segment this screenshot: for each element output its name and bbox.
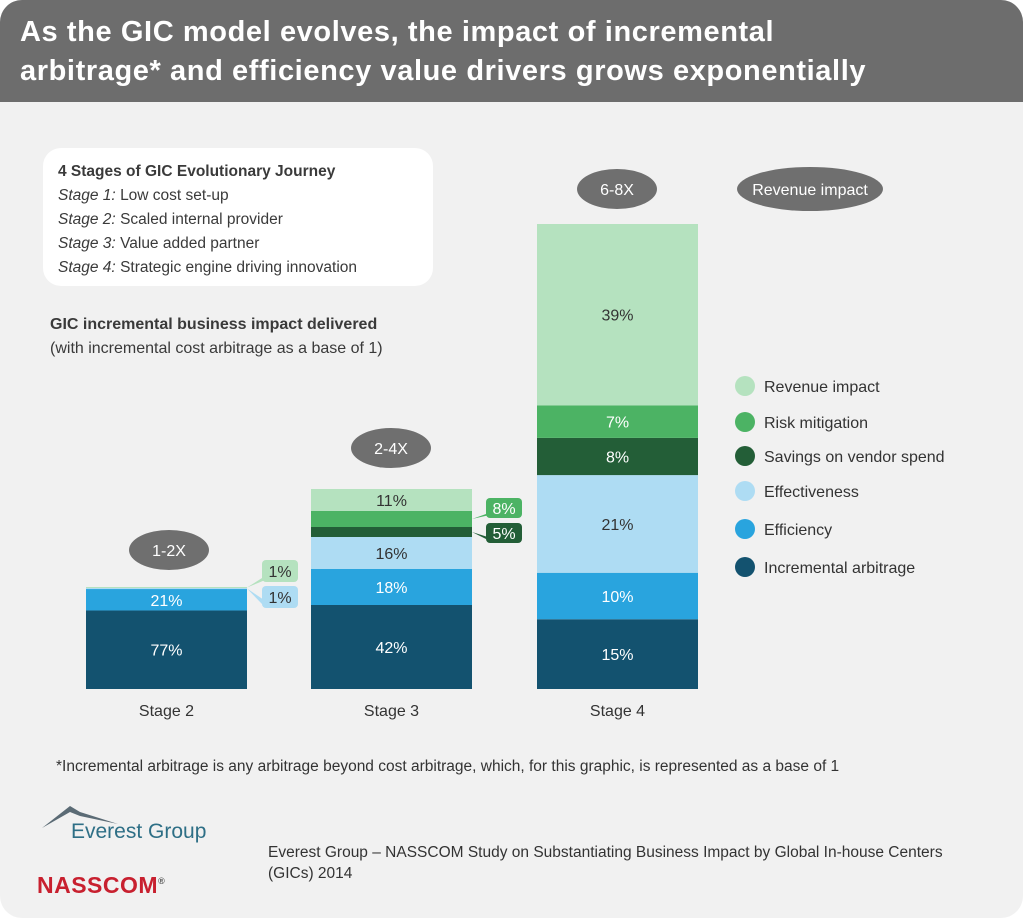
stage-item-4-label: Stage 4: — [58, 259, 116, 276]
callout-box-1 — [262, 586, 298, 608]
legend-label-3: Effectiveness — [764, 484, 859, 501]
stages-box-title: 4 Stages of GIC Evolutionary Journey — [58, 163, 336, 180]
everest-mountain-icon — [42, 806, 118, 828]
callout-pointer-3 — [472, 532, 494, 539]
legend-label-0: Revenue impact — [764, 379, 880, 396]
title-line-2: arbitrage* and efficiency value drivers … — [20, 55, 867, 87]
multiplier-label-2: 6-8X — [600, 182, 634, 199]
bar-segment-2-0 — [537, 619, 698, 689]
bar-label-2-2: 21% — [601, 517, 633, 534]
stage-item-4-text: Strategic engine driving innovation — [120, 259, 358, 276]
bar-segment-1-1 — [311, 569, 472, 605]
legend-label-5: Incremental arbitrage — [764, 560, 915, 577]
callout-label-1: 1% — [268, 590, 291, 607]
callout-pointer-1 — [247, 588, 270, 604]
chart-subtitle: GIC incremental business impact delivere… — [50, 316, 378, 333]
category-label-1: Stage 3 — [364, 703, 419, 720]
stage-item-1-label: Stage 1: — [58, 187, 116, 204]
bar-segment-1-2 — [311, 537, 472, 569]
bar-label-0-0: 77% — [150, 643, 182, 660]
bar-label-1-2: 16% — [375, 546, 407, 563]
bar-label-2-5: 39% — [601, 308, 633, 325]
bar-segment-1-3 — [311, 527, 472, 537]
multiplier-oval-0 — [129, 530, 209, 570]
stage-item-3: Stage 3: Value added partner — [58, 235, 259, 253]
stage-item-2: Stage 2: Scaled internal provider — [58, 211, 283, 229]
callout-label-3: 5% — [492, 526, 515, 543]
callout-box-3 — [486, 523, 522, 543]
bar-label-2-1: 10% — [601, 589, 633, 606]
bar-segment-0-2 — [86, 588, 247, 590]
title-bar: As the GIC model evolves, the impact of … — [0, 0, 1023, 102]
everest-group-logo: Everest Group — [71, 820, 207, 843]
bar-label-2-4: 7% — [606, 415, 629, 432]
multiplier-oval-2 — [577, 169, 657, 209]
title-line-1: As the GIC model evolves, the impact of … — [20, 16, 775, 48]
legend-swatch-4 — [735, 519, 755, 539]
revenue-impact-oval — [737, 167, 883, 211]
multiplier-oval-1 — [351, 428, 431, 468]
multiplier-label-1: 2-4X — [374, 441, 408, 458]
bar-label-1-1: 18% — [375, 580, 407, 597]
stage-item-3-label: Stage 3: — [58, 235, 116, 252]
callout-label-2: 8% — [492, 501, 515, 518]
stage-item-1: Stage 1: Low cost set-up — [58, 187, 229, 205]
bar-label-2-3: 8% — [606, 450, 629, 467]
bar-segment-0-0 — [86, 610, 247, 689]
bar-segment-1-4 — [311, 511, 472, 527]
registered-mark: ® — [158, 876, 166, 886]
stage-item-1-text: Low cost set-up — [120, 187, 229, 204]
callout-box-0 — [262, 560, 298, 582]
stage-item-3-text: Value added partner — [120, 235, 260, 252]
stage-item-2-label: Stage 2: — [58, 211, 116, 228]
source-citation: Everest Group – NASSCOM Study on Substan… — [268, 844, 943, 882]
legend-swatch-2 — [735, 446, 755, 466]
bar-segment-1-0 — [311, 605, 472, 689]
bar-segment-0-5 — [86, 587, 247, 589]
legend-label-2: Savings on vendor spend — [764, 449, 945, 466]
bar-segment-2-4 — [537, 405, 698, 438]
chart-subtitle-note: (with incremental cost arbitrage as a ba… — [50, 340, 383, 357]
bar-segment-2-2 — [537, 475, 698, 573]
legend-label-1: Risk mitigation — [764, 415, 868, 432]
legend-swatch-1 — [735, 412, 755, 432]
bar-label-2-0: 15% — [601, 647, 633, 664]
nasscom-logo: NASSCOM® — [37, 872, 165, 899]
callout-pointer-0 — [247, 578, 270, 588]
revenue-impact-annotation: Revenue impact — [752, 182, 868, 199]
multiplier-label-0: 1-2X — [152, 543, 186, 560]
nasscom-logo-text: NASSCOM — [37, 872, 159, 898]
bar-segment-0-1 — [86, 589, 247, 611]
legend-swatch-5 — [735, 557, 755, 577]
category-label-2: Stage 4 — [590, 703, 645, 720]
callout-box-2 — [486, 498, 522, 518]
legend-swatch-3 — [735, 481, 755, 501]
category-label-0: Stage 2 — [139, 703, 194, 720]
footnote: *Incremental arbitrage is any arbitrage … — [56, 758, 840, 775]
bar-label-1-5: 11% — [376, 493, 407, 510]
bar-segment-2-1 — [537, 572, 698, 620]
bar-label-0-1: 21% — [150, 593, 182, 610]
stages-box: 4 Stages of GIC Evolutionary Journey Sta… — [43, 148, 433, 286]
bar-segment-2-5 — [537, 224, 698, 406]
bar-segment-2-3 — [537, 437, 698, 476]
callout-label-0: 1% — [268, 564, 291, 581]
bar-segment-1-5 — [311, 489, 472, 511]
stage-item-2-text: Scaled internal provider — [120, 211, 283, 228]
legend-swatch-0 — [735, 376, 755, 396]
callout-pointer-2 — [472, 514, 494, 519]
stage-item-4: Stage 4: Strategic engine driving innova… — [58, 259, 357, 277]
legend-label-4: Efficiency — [764, 522, 832, 539]
bar-label-1-0: 42% — [375, 640, 407, 657]
